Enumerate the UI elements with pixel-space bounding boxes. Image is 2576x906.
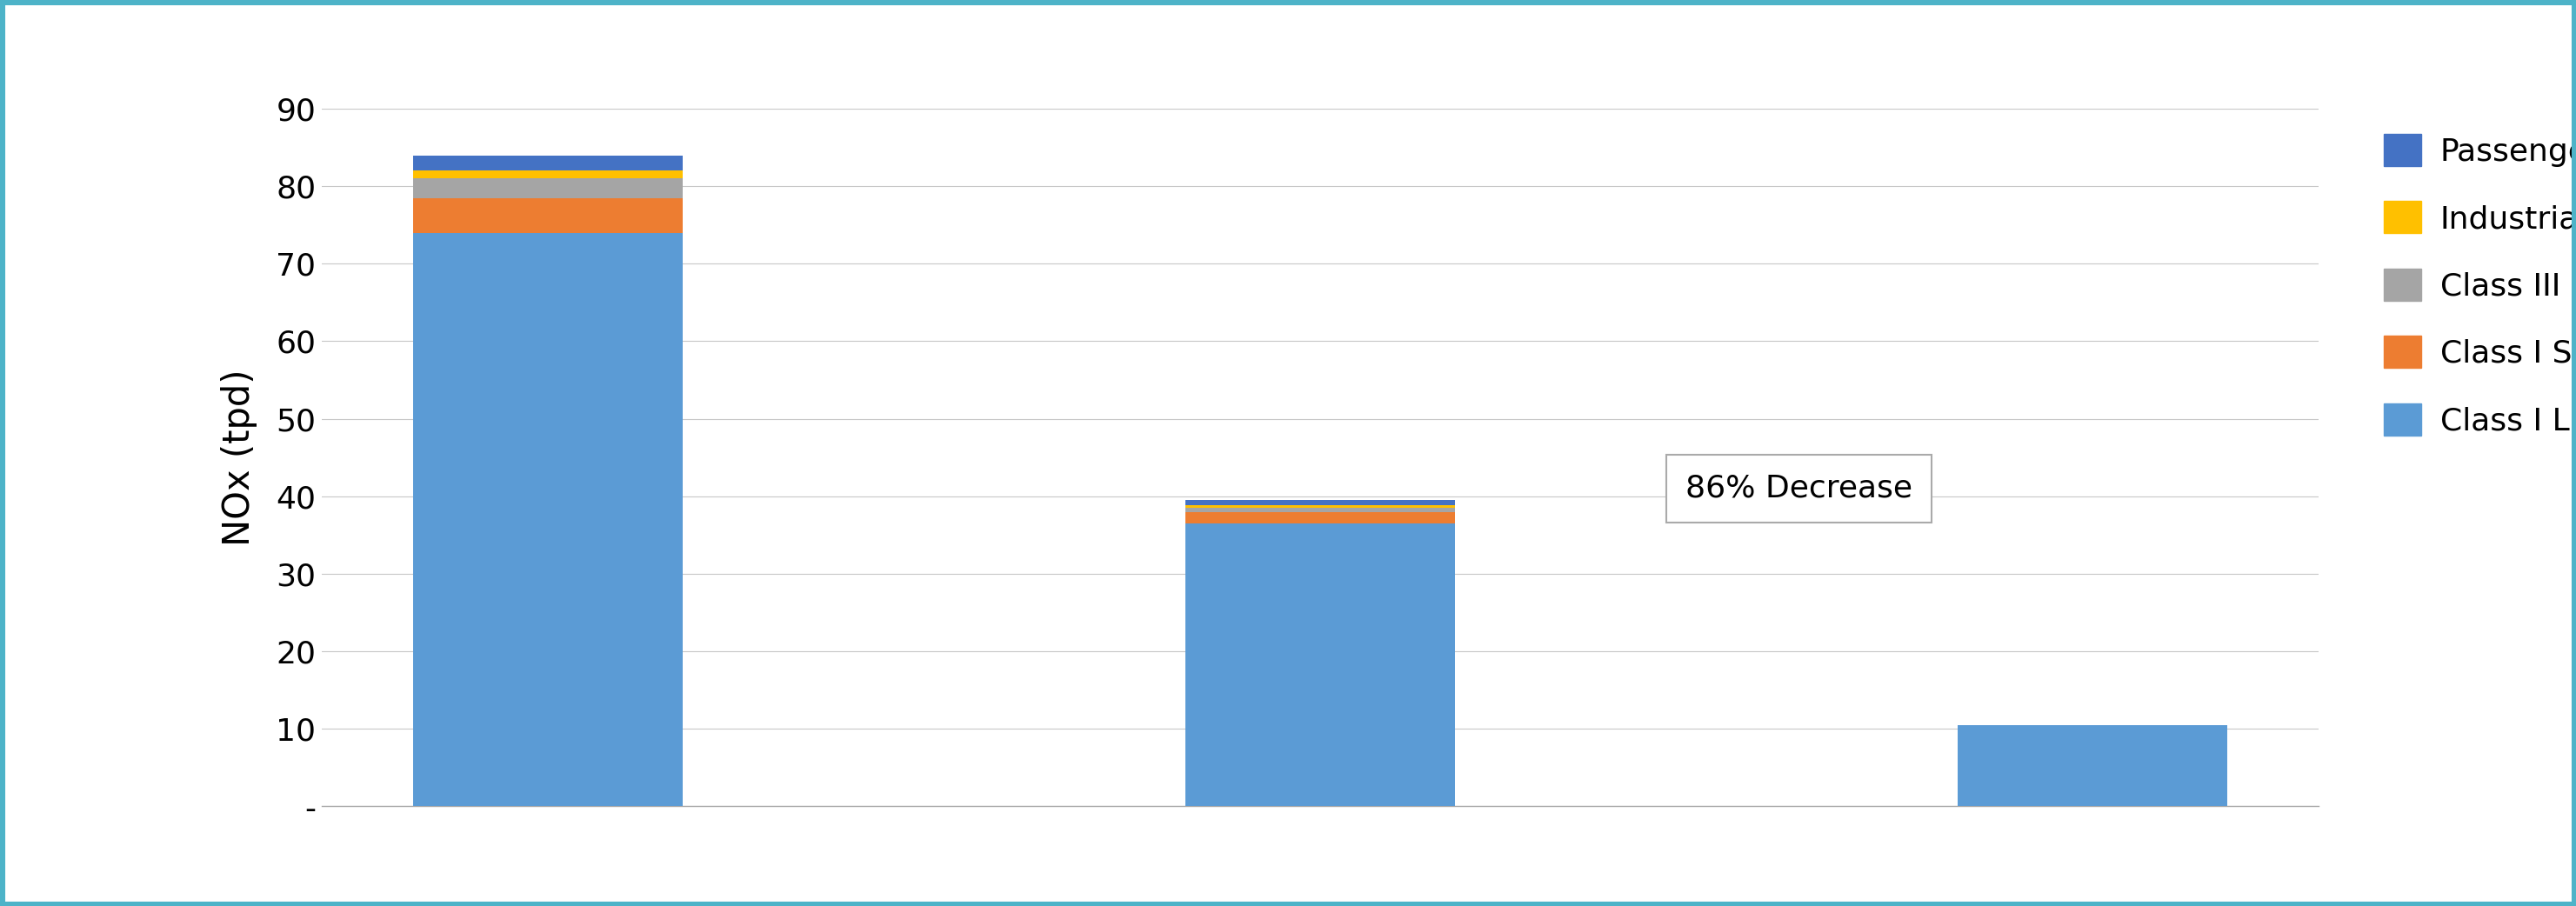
Bar [1185, 500, 1455, 506]
Bar [1185, 508, 1455, 512]
Y-axis label: NOx (tpd): NOx (tpd) [222, 369, 258, 546]
Bar [1185, 512, 1455, 524]
Bar [1185, 524, 1455, 806]
Bar [412, 198, 683, 233]
Legend: Passenger, Industrial, Class III, Class I Switcher, Class I Line Haul: Passenger, Industrial, Class III, Class … [2375, 124, 2576, 445]
Text: 86% Decrease: 86% Decrease [1685, 474, 1911, 504]
Bar [412, 178, 683, 198]
Bar [1958, 725, 2228, 806]
Bar [412, 233, 683, 806]
Bar [1185, 506, 1455, 508]
Bar [412, 170, 683, 178]
Bar [412, 155, 683, 170]
